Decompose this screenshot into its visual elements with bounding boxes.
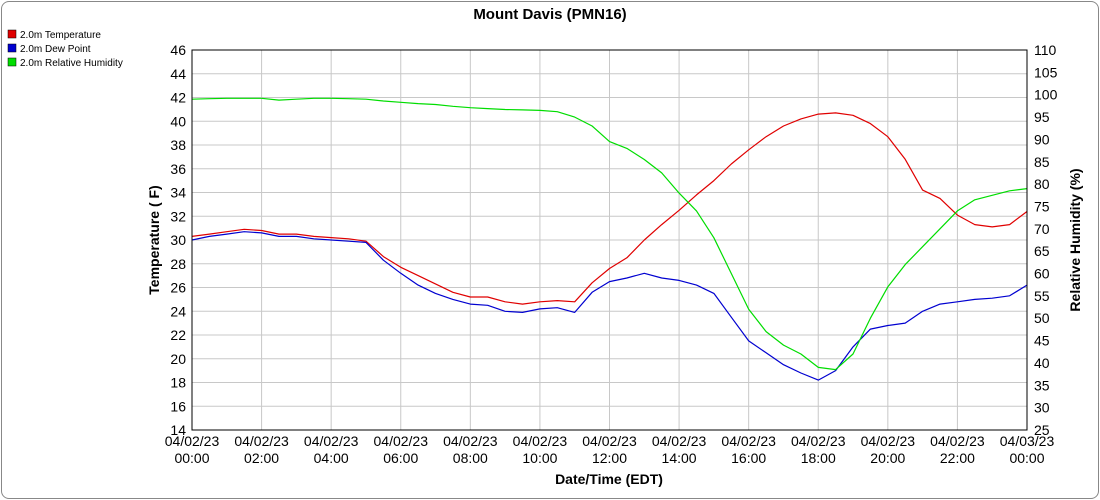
right-tick-label: 65 xyxy=(1034,243,1050,259)
x-tick-date: 04/02/23 xyxy=(374,433,429,449)
x-tick-time: 00:00 xyxy=(174,450,209,466)
legend-swatch-temperature xyxy=(7,29,17,39)
right-tick-label: 30 xyxy=(1034,400,1050,416)
x-tick-time: 20:00 xyxy=(870,450,905,466)
temperature-line xyxy=(191,112,1028,305)
x-tick-time: 00:00 xyxy=(1009,450,1044,466)
x-tick-date: 04/02/23 xyxy=(652,433,707,449)
left-tick-label: 16 xyxy=(170,398,186,414)
right-axis-title: Relative Humidity (%) xyxy=(1067,168,1083,311)
legend-swatch-dew-point xyxy=(7,43,17,53)
left-tick-label: 24 xyxy=(170,303,186,319)
left-tick-label: 30 xyxy=(170,232,186,248)
left-tick-label: 18 xyxy=(170,375,186,391)
x-tick-time: 12:00 xyxy=(592,450,627,466)
x-tick-time: 22:00 xyxy=(940,450,975,466)
right-tick-label: 80 xyxy=(1034,176,1050,192)
left-tick-label: 36 xyxy=(170,161,186,177)
left-tick-label: 26 xyxy=(170,280,186,296)
x-tick-date: 04/02/23 xyxy=(582,433,637,449)
x-tick-date: 04/02/23 xyxy=(234,433,289,449)
grid xyxy=(191,49,1028,431)
x-tick-date: 04/02/23 xyxy=(861,433,916,449)
left-tick-label: 28 xyxy=(170,256,186,272)
x-tick-date: 04/02/23 xyxy=(513,433,568,449)
dew-point-line xyxy=(191,231,1028,381)
legend-item-dew-point: 2.0m Dew Point xyxy=(7,43,91,55)
x-tick-time: 02:00 xyxy=(244,450,279,466)
left-axis-title: Temperature ( F) xyxy=(146,185,162,294)
legend: 2.0m Temperature 2.0m Dew Point 2.0m Rel… xyxy=(7,29,123,69)
x-tick-time: 10:00 xyxy=(522,450,557,466)
left-tick-label: 32 xyxy=(170,208,186,224)
legend-label-dew-point: 2.0m Dew Point xyxy=(20,44,91,55)
right-tick-label: 60 xyxy=(1034,266,1050,282)
legend-item-relative-humidity: 2.0m Relative Humidity xyxy=(7,57,123,69)
relative-humidity-line xyxy=(191,97,1028,371)
x-tick-time: 14:00 xyxy=(662,450,697,466)
series-layer xyxy=(191,97,1028,381)
left-tick-label: 46 xyxy=(170,42,186,58)
legend-label-temperature: 2.0m Temperature xyxy=(20,30,101,41)
x-tick-time: 18:00 xyxy=(801,450,836,466)
left-axis-ticks: 14 16 18 20 22 24 26 28 30 32 34 36 38 40 42 44 46 xyxy=(170,42,186,438)
legend-item-temperature: 2.0m Temperature xyxy=(7,29,101,41)
right-axis-ticks: 25 30 35 40 45 50 55 60 65 70 75 80 85 90 95 100 105 110 xyxy=(1034,42,1058,438)
x-tick-time: 04:00 xyxy=(314,450,349,466)
chart-title: Mount Davis (PMN16) xyxy=(473,6,626,23)
right-tick-label: 45 xyxy=(1034,333,1050,349)
right-tick-label: 95 xyxy=(1034,109,1050,125)
right-tick-label: 75 xyxy=(1034,198,1050,214)
x-tick-date: 04/02/23 xyxy=(443,433,498,449)
right-tick-label: 70 xyxy=(1034,221,1050,237)
x-tick-time: 08:00 xyxy=(453,450,488,466)
right-tick-label: 90 xyxy=(1034,131,1050,147)
right-tick-label: 25 xyxy=(1034,422,1050,438)
right-tick-label: 105 xyxy=(1034,64,1058,80)
x-tick-time: 06:00 xyxy=(383,450,418,466)
right-tick-label: 40 xyxy=(1034,355,1050,371)
x-tick-date: 04/02/23 xyxy=(721,433,776,449)
right-tick-label: 55 xyxy=(1034,288,1050,304)
x-tick-date: 04/02/23 xyxy=(791,433,846,449)
x-axis-ticks: 04/02/2300:0004/02/2302:0004/02/2304:000… xyxy=(165,433,1055,466)
left-tick-label: 34 xyxy=(170,185,186,201)
left-tick-label: 44 xyxy=(170,66,186,82)
left-tick-label: 14 xyxy=(170,422,186,438)
x-tick-date: 04/02/23 xyxy=(304,433,359,449)
left-tick-label: 42 xyxy=(170,90,186,106)
left-tick-label: 22 xyxy=(170,327,186,343)
left-tick-label: 20 xyxy=(170,351,186,367)
plot-area-border xyxy=(191,49,1028,431)
legend-label-relative-humidity: 2.0m Relative Humidity xyxy=(20,58,123,69)
right-tick-label: 85 xyxy=(1034,154,1050,170)
x-tick-date: 04/03/23 xyxy=(1000,433,1055,449)
right-tick-label: 35 xyxy=(1034,377,1050,393)
legend-swatch-relative-humidity xyxy=(7,57,17,67)
left-tick-label: 38 xyxy=(170,137,186,153)
right-tick-label: 100 xyxy=(1034,87,1058,103)
right-tick-label: 110 xyxy=(1034,42,1057,58)
x-axis-title: Date/Time (EDT) xyxy=(555,471,663,487)
x-tick-date: 04/02/23 xyxy=(930,433,985,449)
right-tick-label: 50 xyxy=(1034,310,1050,326)
x-tick-date: 04/02/23 xyxy=(165,433,220,449)
x-tick-time: 16:00 xyxy=(731,450,766,466)
left-tick-label: 40 xyxy=(170,113,186,129)
